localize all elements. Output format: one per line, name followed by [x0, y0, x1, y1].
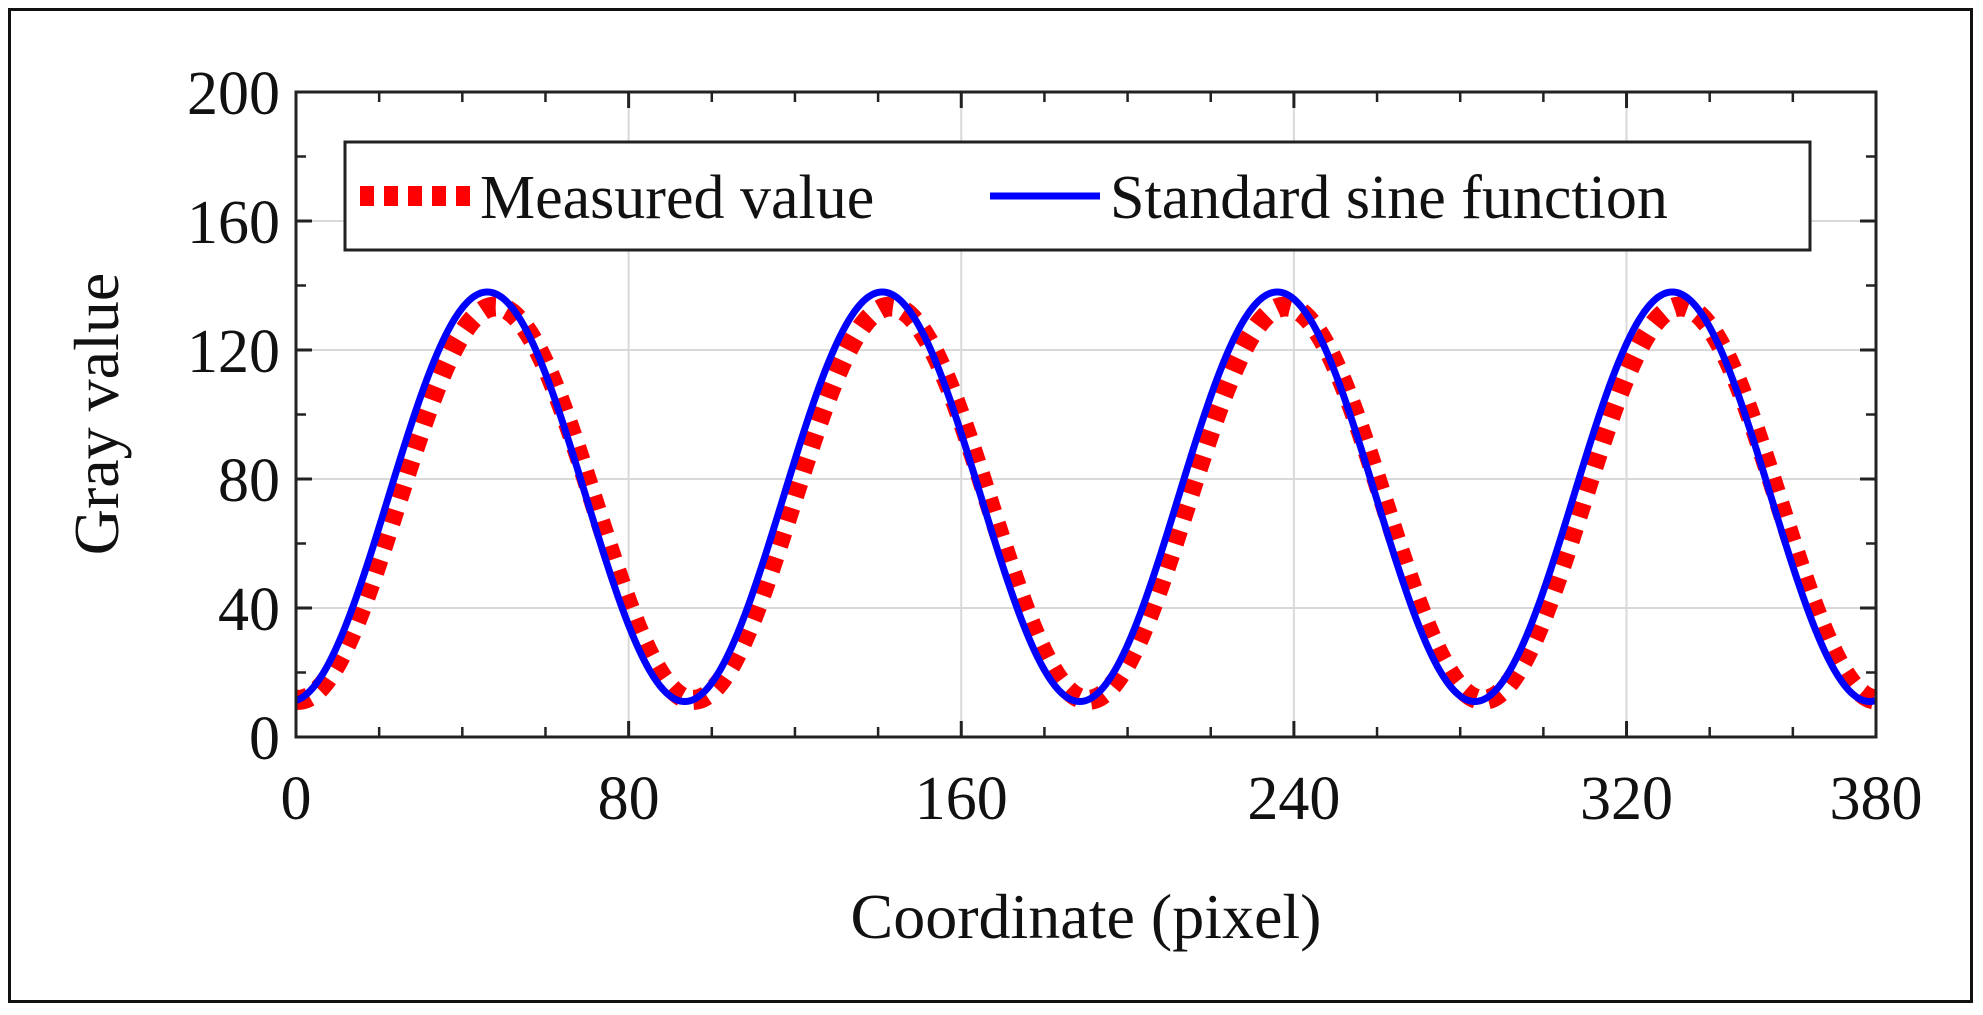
y-tick-labels: 0 40 80 120 160 200: [187, 60, 280, 773]
legend-label-standard: Standard sine function: [1110, 164, 1668, 232]
y-tick-label: 40: [218, 576, 280, 644]
x-axis-label: Coordinate (pixel): [851, 881, 1322, 952]
y-tick-label: 0: [249, 705, 280, 773]
x-tick-labels: 0 80 160 240 320 380: [281, 765, 1923, 833]
legend-label-measured: Measured value: [480, 164, 874, 232]
x-tick-label: 0: [281, 765, 312, 833]
series-standard-sine: [294, 288, 1878, 706]
y-tick-label: 80: [218, 447, 280, 515]
x-tick-label: 320: [1580, 765, 1673, 833]
legend: Measured value Standard sine function: [343, 140, 1812, 252]
series-layer: [294, 288, 1878, 710]
series-measured-value: [295, 296, 1878, 710]
x-tick-label: 160: [915, 765, 1008, 833]
x-tick-label: 240: [1247, 765, 1340, 833]
y-axis-label: Gray value: [61, 273, 132, 556]
y-tick-label: 120: [187, 318, 280, 386]
axis-ticks: [294, 90, 1878, 739]
y-tick-label: 200: [187, 60, 280, 128]
x-tick-label: 380: [1830, 765, 1923, 833]
y-tick-label: 160: [187, 189, 280, 257]
x-tick-label: 80: [598, 765, 660, 833]
